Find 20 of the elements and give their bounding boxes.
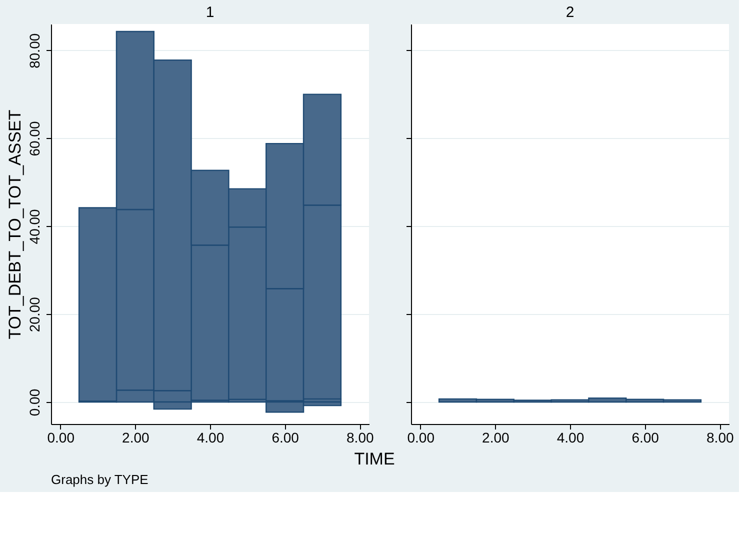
x-tick-label: 2.00 <box>122 430 150 446</box>
x-tick-label: 6.00 <box>272 430 300 446</box>
y-tick-label: 20.00 <box>26 296 42 332</box>
x-tick-label: 4.00 <box>556 430 584 446</box>
x-axis-title: TIME <box>354 450 395 468</box>
x-tick-label: 0.00 <box>47 430 75 446</box>
chart-title: 2 <box>566 4 574 21</box>
y-tick-label: 0.00 <box>26 388 42 416</box>
y-tick-label: 80.00 <box>26 33 42 68</box>
chart-title: 1 <box>206 4 214 21</box>
y-axis-title: TOT_DEBT_TO_TOT_ASSET <box>6 110 24 340</box>
y-tick-label: 40.00 <box>26 208 42 244</box>
text: Graphs by TYPE <box>51 472 149 487</box>
x-tick-label: 6.00 <box>632 430 660 446</box>
y-tick-label: 60.00 <box>26 121 42 156</box>
x-tick-label: 8.00 <box>706 430 734 446</box>
x-tick-label: 2.00 <box>482 430 510 446</box>
x-tick-label: 0.00 <box>407 430 435 446</box>
x-tick-label: 8.00 <box>346 430 374 446</box>
x-tick-label: 4.00 <box>196 430 224 446</box>
